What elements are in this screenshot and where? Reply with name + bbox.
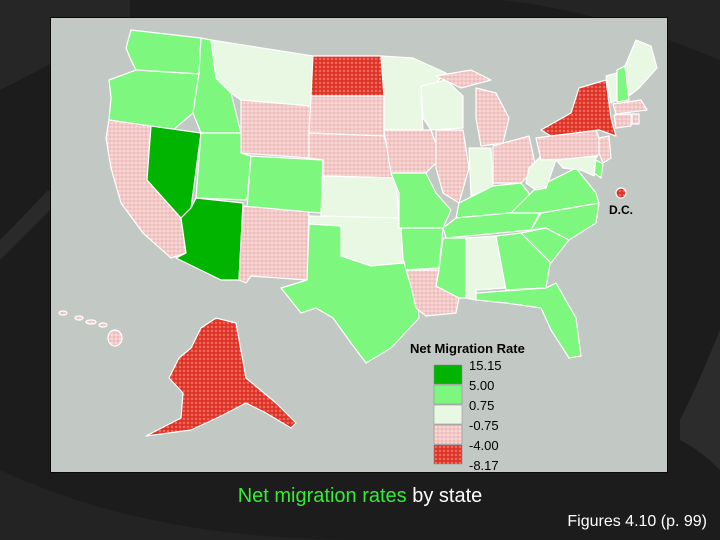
- legend-title: Net Migration Rate: [410, 341, 525, 356]
- legend-break-0: 15.15: [469, 358, 502, 373]
- legend-break-4: -4.00: [469, 438, 499, 453]
- state-NJ: [598, 135, 612, 164]
- legend-break-1: 5.00: [469, 378, 494, 393]
- state-WY: [240, 99, 312, 159]
- state-NM: [238, 205, 310, 284]
- dc-label: D.C.: [609, 203, 633, 217]
- state-CT: [613, 113, 632, 129]
- legend-swatch-c2: [433, 384, 463, 405]
- state-KS: [320, 175, 400, 219]
- state-HI: [58, 310, 123, 347]
- legend-break-5: -8.17: [469, 458, 499, 472]
- state-AK: [145, 317, 297, 437]
- slide-caption: Net migration rates by state: [0, 485, 720, 508]
- state-WI: [420, 79, 464, 131]
- legend-swatch-c4: [433, 424, 463, 445]
- state-AR: [400, 227, 444, 271]
- caption-highlight: Net migration rates: [237, 485, 407, 507]
- legend-break-2: 0.75: [469, 398, 494, 413]
- us-net-migration-map: D.C. Net Migration Rate 15.15 5.00 0.75 …: [58, 29, 658, 472]
- legend-swatch-c5: [433, 444, 463, 465]
- state-MD: [555, 155, 597, 177]
- state-ND: [310, 55, 385, 97]
- state-PA: [535, 129, 604, 161]
- state-IA: [383, 129, 442, 174]
- state-WA: [125, 29, 202, 75]
- state-ME: [624, 39, 658, 97]
- state-TX: [280, 223, 420, 364]
- state-MA: [612, 99, 648, 115]
- legend: Net Migration Rate 15.15 5.00 0.75 -0.75…: [410, 341, 525, 472]
- legend-swatch-c3: [433, 404, 463, 425]
- legend-swatch-c1: [433, 364, 463, 385]
- figure-reference: Figures 4.10 (p. 99): [567, 513, 707, 530]
- state-TN: [442, 209, 542, 239]
- state-RI: [631, 113, 640, 125]
- state-DC: [615, 187, 627, 199]
- legend-break-3: -0.75: [469, 418, 499, 433]
- state-SD: [308, 95, 385, 137]
- map-frame: D.C. Net Migration Rate 15.15 5.00 0.75 …: [50, 17, 668, 473]
- caption-rest: by state: [406, 485, 483, 507]
- state-MN: [380, 55, 447, 131]
- state-CO: [246, 155, 324, 214]
- state-FL: [475, 282, 582, 359]
- state-MO: [390, 172, 452, 229]
- states-layer: [105, 29, 658, 364]
- state-IL: [435, 129, 470, 204]
- state-OR: [108, 69, 200, 131]
- state-NY: [540, 79, 617, 137]
